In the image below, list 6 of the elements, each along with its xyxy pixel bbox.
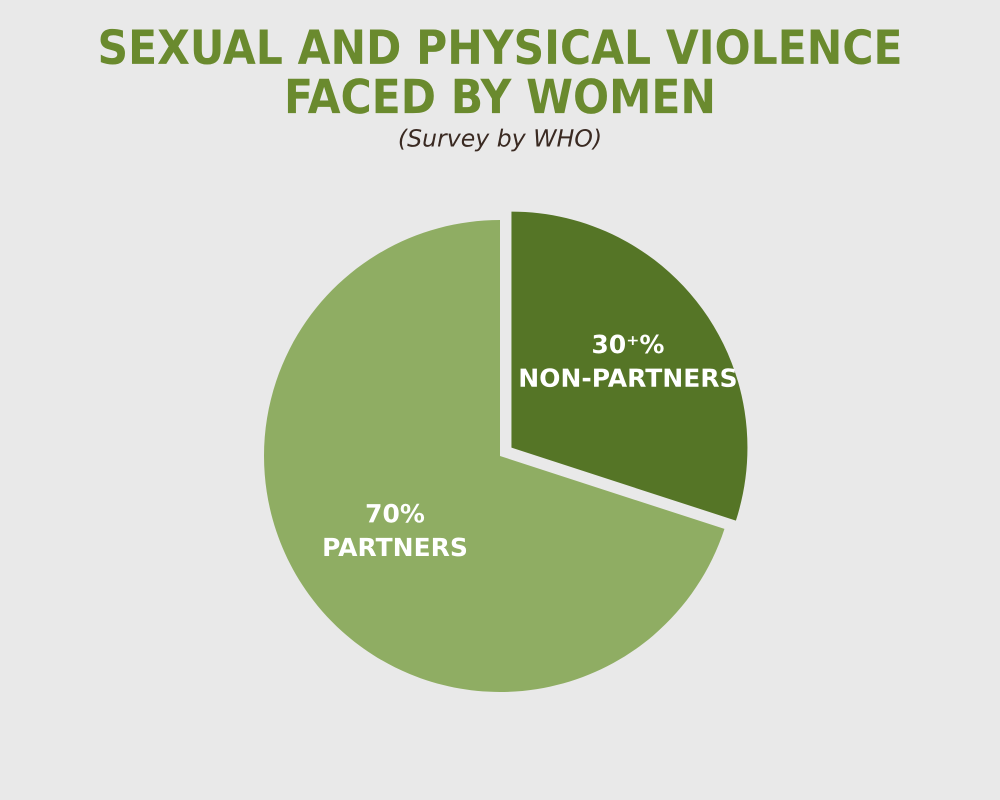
chart-subtitle: (Survey by WHO) [400, 128, 600, 152]
slice-label: NON-PARTNERS [520, 368, 736, 388]
data-label: 70% [366, 504, 424, 523]
data-label: 30⁺% [593, 334, 664, 354]
slice-label: PARTNERS [324, 537, 466, 556]
chart-title: SEXUAL AND PHYSICAL VIOLENCE FACED BY WOMEN [100, 28, 900, 114]
